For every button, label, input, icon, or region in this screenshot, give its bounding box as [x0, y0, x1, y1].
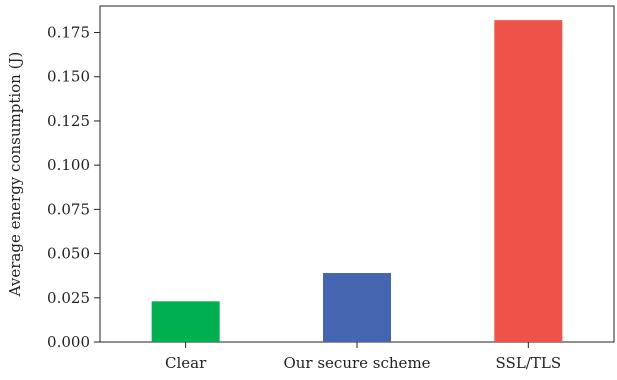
- bars: [151, 20, 563, 342]
- bar-ssl-tls: [494, 20, 563, 342]
- y-tick-label: 0.000: [47, 333, 90, 351]
- y-tick-label: 0.100: [47, 156, 90, 174]
- y-tick-label: 0.075: [47, 200, 90, 218]
- x-tick-label: Clear: [165, 354, 207, 372]
- x-tick-label: Our secure scheme: [283, 354, 430, 372]
- x-tick-label: SSL/TLS: [496, 354, 562, 372]
- y-tick-label: 0.050: [47, 245, 90, 263]
- x-axis-ticks: Clear Our secure scheme SSL/TLS: [165, 342, 561, 372]
- bar-our-secure-scheme: [323, 273, 391, 342]
- y-tick-label: 0.025: [47, 289, 90, 307]
- y-tick-label: 0.150: [47, 68, 90, 86]
- y-tick-label: 0.125: [47, 112, 90, 130]
- y-axis-title: Average energy consumption (J): [6, 52, 24, 298]
- bar-clear: [151, 301, 220, 342]
- y-axis-ticks: 0.000 0.025 0.050 0.075 0.100 0.125 0.150 0.175: [47, 24, 100, 351]
- y-tick-label: 0.175: [47, 24, 90, 42]
